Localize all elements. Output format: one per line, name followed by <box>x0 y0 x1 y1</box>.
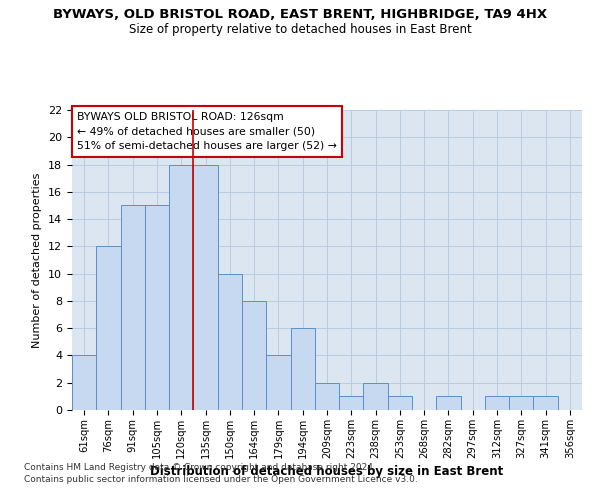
Bar <box>533 396 558 410</box>
Text: BYWAYS OLD BRISTOL ROAD: 126sqm
← 49% of detached houses are smaller (50)
51% of: BYWAYS OLD BRISTOL ROAD: 126sqm ← 49% of… <box>77 112 337 151</box>
Y-axis label: Number of detached properties: Number of detached properties <box>32 172 43 348</box>
Bar <box>242 301 266 410</box>
Text: Contains public sector information licensed under the Open Government Licence v3: Contains public sector information licen… <box>24 475 418 484</box>
Bar <box>436 396 461 410</box>
Bar <box>96 246 121 410</box>
Text: BYWAYS, OLD BRISTOL ROAD, EAST BRENT, HIGHBRIDGE, TA9 4HX: BYWAYS, OLD BRISTOL ROAD, EAST BRENT, HI… <box>53 8 547 20</box>
Bar <box>193 164 218 410</box>
Bar <box>121 206 145 410</box>
X-axis label: Distribution of detached houses by size in East Brent: Distribution of detached houses by size … <box>151 465 503 478</box>
Bar <box>169 164 193 410</box>
Bar <box>145 206 169 410</box>
Bar <box>315 382 339 410</box>
Bar <box>509 396 533 410</box>
Bar <box>218 274 242 410</box>
Bar <box>290 328 315 410</box>
Bar <box>72 356 96 410</box>
Bar <box>339 396 364 410</box>
Text: Size of property relative to detached houses in East Brent: Size of property relative to detached ho… <box>128 22 472 36</box>
Bar <box>364 382 388 410</box>
Bar <box>388 396 412 410</box>
Text: Contains HM Land Registry data © Crown copyright and database right 2024.: Contains HM Land Registry data © Crown c… <box>24 462 376 471</box>
Bar <box>266 356 290 410</box>
Bar <box>485 396 509 410</box>
